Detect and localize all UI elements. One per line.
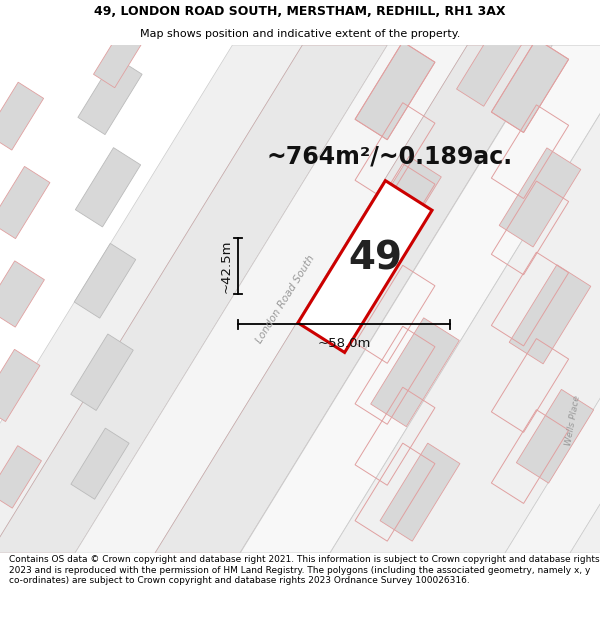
Polygon shape: [457, 24, 523, 106]
Polygon shape: [71, 334, 133, 411]
Polygon shape: [155, 45, 553, 553]
Polygon shape: [359, 156, 441, 259]
Polygon shape: [0, 446, 41, 508]
Polygon shape: [505, 45, 600, 553]
Polygon shape: [76, 148, 140, 227]
Polygon shape: [355, 42, 435, 140]
Text: Wells Place: Wells Place: [564, 395, 582, 447]
Polygon shape: [0, 349, 40, 421]
Polygon shape: [74, 243, 136, 318]
Polygon shape: [0, 166, 50, 239]
Polygon shape: [0, 82, 44, 150]
Polygon shape: [78, 57, 142, 134]
Polygon shape: [0, 45, 388, 553]
Text: 49: 49: [348, 239, 402, 278]
Polygon shape: [330, 45, 600, 553]
Text: Map shows position and indicative extent of the property.: Map shows position and indicative extent…: [140, 29, 460, 39]
Polygon shape: [0, 261, 44, 327]
Polygon shape: [298, 181, 432, 352]
Text: ~42.5m: ~42.5m: [220, 239, 233, 292]
Text: ~58.0m: ~58.0m: [317, 337, 371, 349]
Polygon shape: [371, 318, 460, 427]
Polygon shape: [491, 39, 569, 132]
Text: 49, LONDON ROAD SOUTH, MERSTHAM, REDHILL, RH1 3AX: 49, LONDON ROAD SOUTH, MERSTHAM, REDHILL…: [94, 5, 506, 18]
Polygon shape: [517, 389, 593, 483]
Polygon shape: [509, 265, 591, 364]
Polygon shape: [240, 45, 600, 553]
Polygon shape: [0, 45, 302, 553]
Polygon shape: [380, 443, 460, 541]
Polygon shape: [71, 428, 129, 499]
Text: London Road South: London Road South: [254, 253, 316, 345]
Text: ~764m²/~0.189ac.: ~764m²/~0.189ac.: [267, 145, 513, 169]
Polygon shape: [94, 22, 146, 88]
Polygon shape: [75, 45, 467, 553]
Text: Contains OS data © Crown copyright and database right 2021. This information is : Contains OS data © Crown copyright and d…: [9, 555, 599, 585]
Polygon shape: [570, 45, 600, 553]
Polygon shape: [499, 148, 581, 247]
